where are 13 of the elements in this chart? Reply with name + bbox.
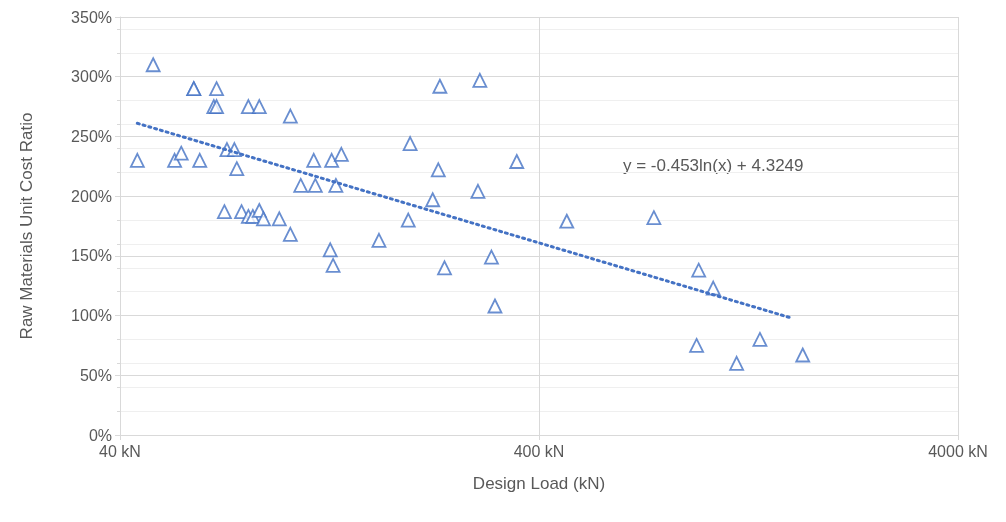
y-tick-label: 200% (71, 187, 112, 205)
x-axis-title: Design Load (kN) (472, 474, 606, 493)
y-tick-label: 50% (79, 366, 112, 384)
y-tick-label: 0% (88, 426, 112, 444)
y-tick-label: 300% (71, 68, 112, 86)
x-tick-label: 4000 kN (928, 442, 988, 460)
y-tick-label: 350% (71, 8, 112, 26)
x-tick-label: 400 kN (513, 442, 565, 460)
y-tick-label: 150% (71, 247, 112, 265)
y-axis-title: Raw Materials Unit Cost Ratio (17, 112, 36, 340)
y-tick-label: 250% (71, 127, 112, 145)
y-tick-label: 100% (71, 307, 112, 325)
x-tick-label: 40 kN (99, 442, 141, 460)
